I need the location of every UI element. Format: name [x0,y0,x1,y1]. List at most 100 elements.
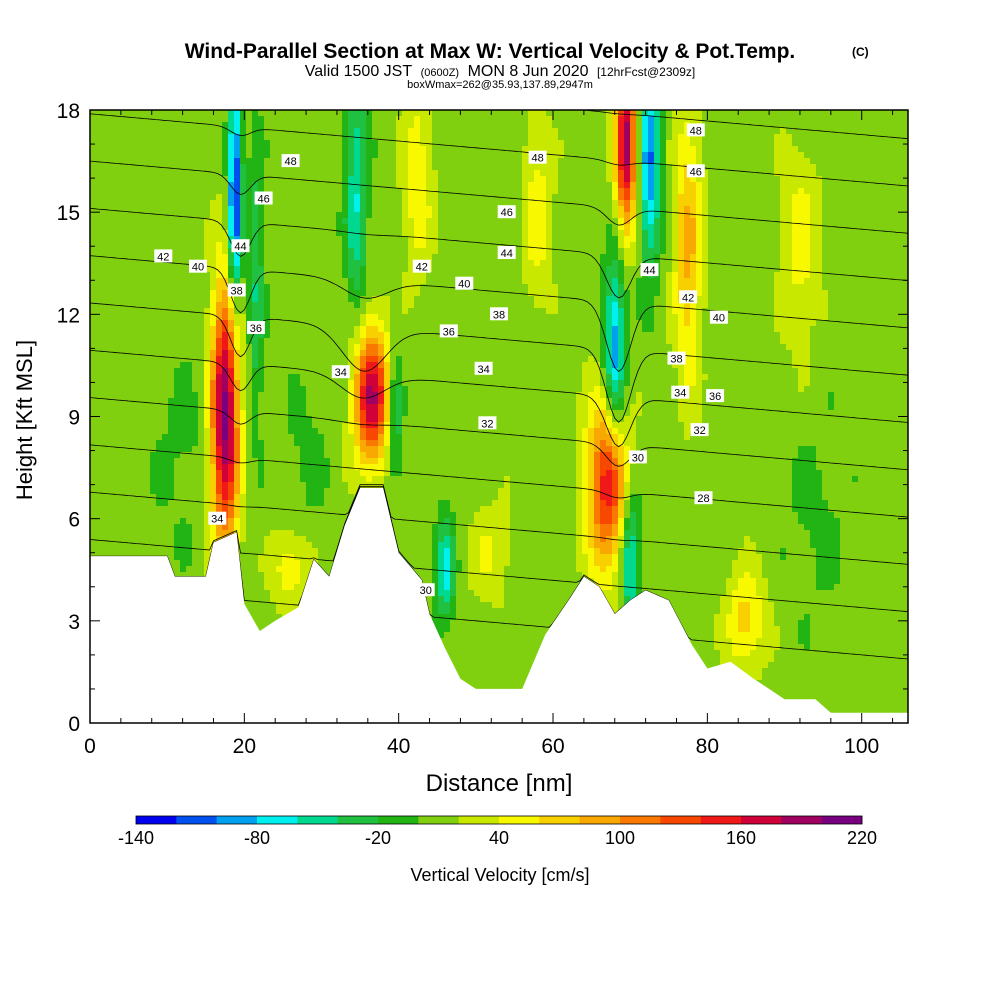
velocity-cell [240,254,247,261]
velocity-cell [342,320,349,327]
velocity-cell [210,236,217,243]
velocity-cell [126,194,133,201]
velocity-cell [246,482,253,489]
velocity-cell [270,608,277,615]
velocity-cell [264,278,271,285]
velocity-cell [258,446,265,453]
velocity-cell [312,260,319,267]
velocity-cell [258,110,265,117]
velocity-cell [252,272,259,279]
velocity-cell [174,140,181,147]
velocity-cell [348,416,355,423]
velocity-cell [222,152,229,159]
velocity-cell [294,314,301,321]
velocity-cell [114,116,121,123]
velocity-cell [288,236,295,243]
velocity-cell [102,206,109,213]
velocity-cell [120,368,127,375]
velocity-cell [108,506,115,513]
velocity-cell [198,422,205,429]
velocity-cell [300,440,307,447]
velocity-cell [288,356,295,363]
velocity-cell [312,344,319,351]
velocity-cell [108,284,115,291]
velocity-cell [240,482,247,489]
velocity-cell [234,524,241,531]
velocity-cell [258,266,265,273]
velocity-cell [258,434,265,441]
velocity-cell [90,512,97,519]
velocity-cell [324,302,331,309]
velocity-cell [192,254,199,261]
velocity-cell [108,470,115,477]
velocity-cell [252,428,259,435]
velocity-cell [342,488,349,495]
velocity-cell [354,374,361,381]
velocity-cell [312,188,319,195]
velocity-cell [102,302,109,309]
velocity-cell [330,116,337,123]
velocity-cell [342,410,349,417]
velocity-cell [186,542,193,549]
velocity-cell [228,230,235,237]
velocity-cell [144,422,151,429]
velocity-cell [210,452,217,459]
velocity-cell [330,302,337,309]
velocity-cell [354,470,361,477]
velocity-cell [294,536,301,543]
velocity-cell [174,560,181,567]
velocity-cell [354,410,361,417]
velocity-cell [114,548,121,555]
velocity-cell [174,200,181,207]
velocity-cell [318,254,325,261]
velocity-cell [348,296,355,303]
velocity-cell [288,200,295,207]
velocity-cell [132,182,139,189]
velocity-cell [336,218,343,225]
velocity-cell [144,122,151,129]
velocity-cell [156,242,163,249]
velocity-cell [264,464,271,471]
velocity-cell [102,266,109,273]
velocity-cell [108,398,115,405]
velocity-cell [246,194,253,201]
velocity-cell [282,248,289,255]
velocity-cell [102,122,109,129]
velocity-cell [294,422,301,429]
velocity-cell [258,182,265,189]
velocity-cell [198,530,205,537]
velocity-cell [216,308,223,315]
velocity-cell [186,446,193,453]
velocity-cell [378,200,385,207]
velocity-cell [312,128,319,135]
velocity-cell [264,122,271,129]
velocity-cell [198,344,205,351]
velocity-cell [312,284,319,291]
velocity-cell [96,368,103,375]
velocity-cell [294,344,301,351]
velocity-cell [294,146,301,153]
velocity-cell [228,326,235,333]
velocity-cell [276,428,283,435]
velocity-cell [372,272,379,279]
velocity-cell [216,386,223,393]
velocity-cell [294,374,301,381]
velocity-cell [282,512,289,519]
velocity-cell [186,170,193,177]
velocity-cell [234,308,241,315]
velocity-cell [228,308,235,315]
velocity-cell [192,566,199,573]
velocity-cell [204,242,211,249]
velocity-cell [228,122,235,129]
velocity-cell [300,182,307,189]
velocity-cell [372,368,379,375]
velocity-cell [174,476,181,483]
velocity-cell [180,110,187,117]
velocity-cell [210,128,217,135]
velocity-cell [318,206,325,213]
velocity-cell [150,380,157,387]
velocity-cell [150,350,157,357]
velocity-cell [90,422,97,429]
velocity-cell [138,218,145,225]
velocity-cell [96,182,103,189]
